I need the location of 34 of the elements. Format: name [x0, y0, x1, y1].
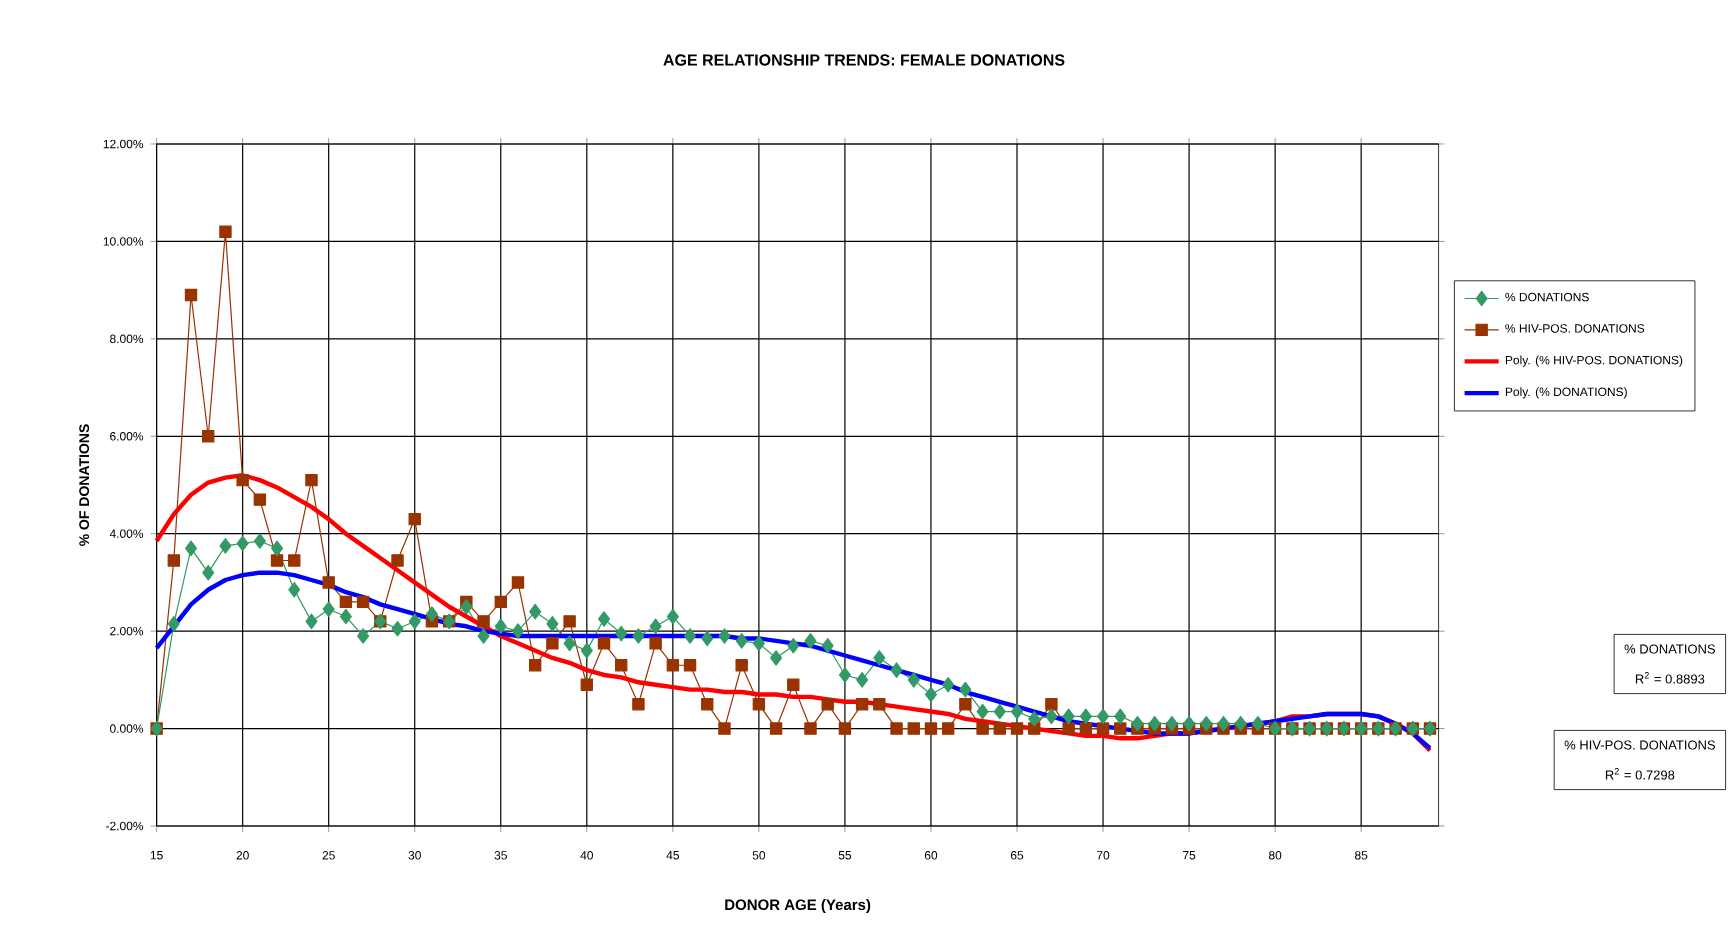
x-tick-label: 50 — [752, 851, 766, 860]
x-tick-label: 25 — [322, 851, 335, 860]
x-tick-label: 40 — [580, 851, 594, 860]
x-tick-label: 15 — [150, 851, 163, 860]
legend-label: Poly. (% HIV-POS. DONATIONS) — [1505, 355, 1683, 367]
x-axis-title: DONOR AGE (Years) — [725, 899, 871, 913]
y-tick-label: 10.00% — [103, 237, 144, 246]
x-tick-label: 85 — [1355, 851, 1368, 860]
chart-title: AGE RELATIONSHIP TRENDS: FEMALE DONATIONS — [663, 54, 1065, 66]
text: R$^{2}$ = 0.7298 — [1605, 768, 1675, 780]
x-tick-label: 20 — [236, 851, 249, 860]
text: % DONATIONS — [1624, 644, 1716, 654]
y-tick-label: 6.00% — [110, 432, 144, 441]
text: R$^{2}$ = 0.8893 — [1635, 672, 1705, 684]
x-tick-label: 60 — [924, 851, 938, 860]
y-tick-label: 2.00% — [110, 626, 144, 636]
y-tick-label: 0.00% — [109, 724, 144, 733]
legend-label: Poly. (% DONATIONS) — [1505, 387, 1627, 399]
x-tick-label: 55 — [838, 851, 852, 860]
x-tick-label: 65 — [1010, 851, 1024, 860]
x-tick-label: 30 — [408, 851, 421, 860]
x-tick-label: 45 — [666, 851, 680, 860]
y-axis-title: % OF DONATIONS — [79, 424, 90, 546]
y-tick-label: 8.00% — [110, 334, 144, 344]
legend-label: % HIV-POS. DONATIONS — [1505, 324, 1645, 333]
legend-label: % DONATIONS — [1505, 292, 1589, 302]
y-tick-label: 12.00% — [103, 139, 144, 149]
text: % HIV-POS. DONATIONS — [1564, 740, 1716, 750]
x-tick-label: 75 — [1183, 851, 1196, 860]
y-tick-label: 4.00% — [109, 529, 144, 538]
y-tick-label: -2.00% — [106, 821, 144, 831]
x-tick-label: 70 — [1097, 851, 1110, 860]
x-tick-label: 35 — [494, 851, 507, 860]
x-tick-label: 80 — [1268, 851, 1282, 860]
